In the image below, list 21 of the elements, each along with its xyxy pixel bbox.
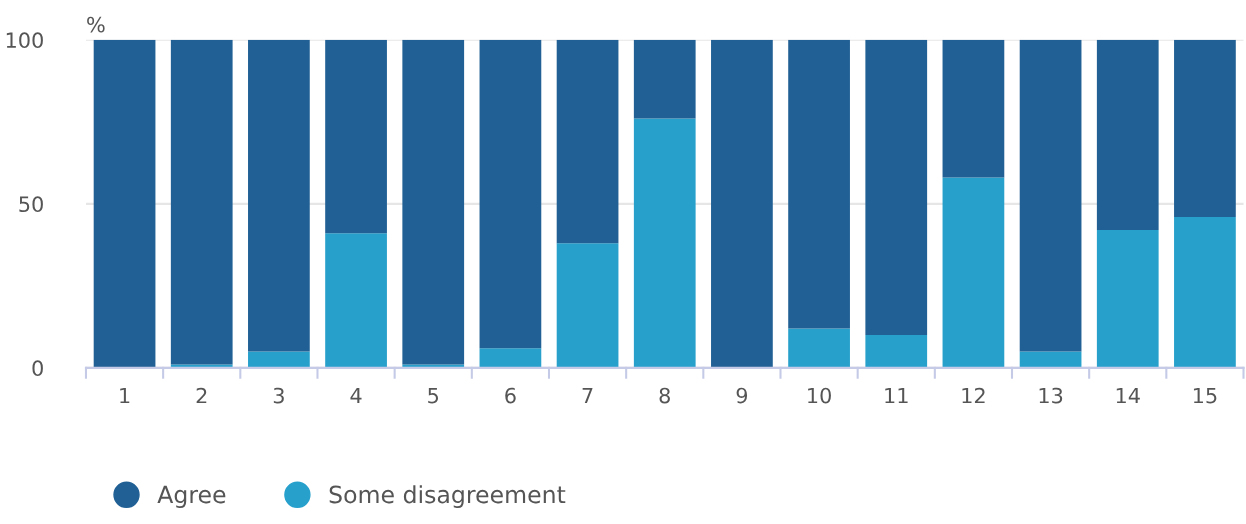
x-tick-label: 6: [505, 387, 516, 404]
x-tick-label: 5: [428, 387, 439, 404]
x-tick-label: 12: [962, 387, 985, 404]
legend-label: Some disagreement: [329, 485, 566, 508]
legend-label: Agree: [157, 485, 226, 508]
y-axis-title: %: [87, 16, 105, 33]
x-tick-label: 1: [120, 387, 130, 404]
x-tick-label: 15: [1193, 387, 1217, 404]
y-tick-label: 50: [19, 196, 43, 213]
x-tick-label: 11: [885, 387, 908, 404]
x-tick-label: 3: [273, 387, 284, 404]
y-tick-label: 0: [32, 360, 43, 377]
x-tick-label: 7: [582, 387, 593, 404]
x-tick-label: 8: [659, 387, 670, 404]
x-tick-label: 4: [350, 387, 362, 404]
y-tick-label: 100: [6, 32, 43, 49]
x-tick-label: 9: [736, 387, 748, 404]
x-tick-label: 14: [1116, 387, 1140, 404]
x-tick-label: 2: [196, 387, 207, 404]
x-tick-label: 13: [1039, 387, 1063, 404]
x-tick-label: 10: [808, 387, 831, 404]
